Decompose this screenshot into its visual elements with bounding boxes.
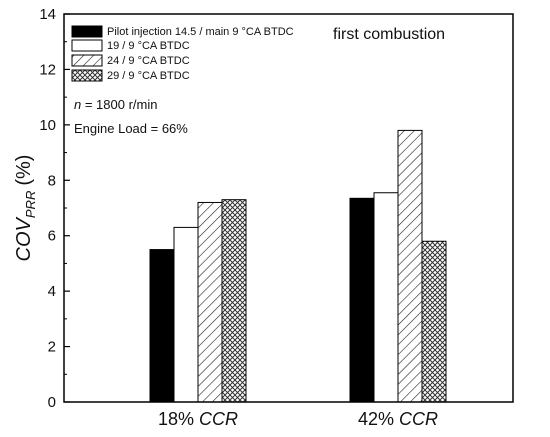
y-tick-label: 8 xyxy=(48,172,56,189)
bar-42-ccr-series-3 xyxy=(397,129,423,403)
y-axis-label-unit: (%) xyxy=(13,155,35,186)
y-tick-label: 10 xyxy=(39,117,56,134)
legend-label-19: 19 / 9 °CA BTDC xyxy=(107,40,190,52)
legend-swatch-pilot-14-5 xyxy=(71,25,103,38)
svg-text:COVPRR(%): COVPRR (%) xyxy=(13,155,38,262)
legend-label-pilot-14-5: Pilot injection 14.5 / main 9 °CA BTDC xyxy=(107,26,294,38)
y-tick-label: 0 xyxy=(48,394,56,411)
y-tick-label: 6 xyxy=(48,228,56,245)
y-tick-label: 2 xyxy=(48,339,56,356)
x-axis-category-labels: 18% CCR 42% CCR xyxy=(158,409,438,429)
legend-swatch-24 xyxy=(71,54,103,67)
speed-annotation: n = 1800 r/min xyxy=(74,97,157,112)
bar-18-ccr-series-3 xyxy=(197,201,223,403)
plot-frame xyxy=(63,13,514,403)
legend-swatch-19 xyxy=(71,39,103,52)
legend-label-29: 29 / 9 °CA BTDC xyxy=(107,70,190,82)
bars xyxy=(149,129,447,403)
y-tick-label: 14 xyxy=(39,6,56,23)
axis-ticks: 0 2 4 6 8 10 12 14 xyxy=(39,6,70,411)
legend-swatch-29 xyxy=(71,69,103,82)
bar-42-ccr-series-1 xyxy=(349,197,375,403)
y-axis-label-sub: PRR xyxy=(23,191,38,218)
bar-42-ccr-series-2 xyxy=(373,192,399,403)
category-label-42-ccr: 42% CCR xyxy=(358,409,438,429)
bar-18-ccr-series-4 xyxy=(221,199,247,403)
bar-42-ccr-series-4 xyxy=(421,240,447,403)
category-label-18-ccr: 18% CCR xyxy=(158,409,238,429)
chart-title: first combustion xyxy=(333,26,445,43)
legend-label-24: 24 / 9 °CA BTDC xyxy=(107,55,190,67)
y-axis-label-main: COV xyxy=(13,216,35,261)
y-tick-label: 4 xyxy=(48,283,56,300)
bar-18-ccr-series-1 xyxy=(149,249,175,403)
y-axis-label: COVPRR (%) xyxy=(13,155,38,262)
y-tick-label: 12 xyxy=(39,61,56,78)
bar-18-ccr-series-2 xyxy=(173,226,199,403)
legend: Pilot injection 14.5 / main 9 °CA BTDC 1… xyxy=(71,25,294,82)
load-annotation: Engine Load = 66% xyxy=(74,121,188,136)
